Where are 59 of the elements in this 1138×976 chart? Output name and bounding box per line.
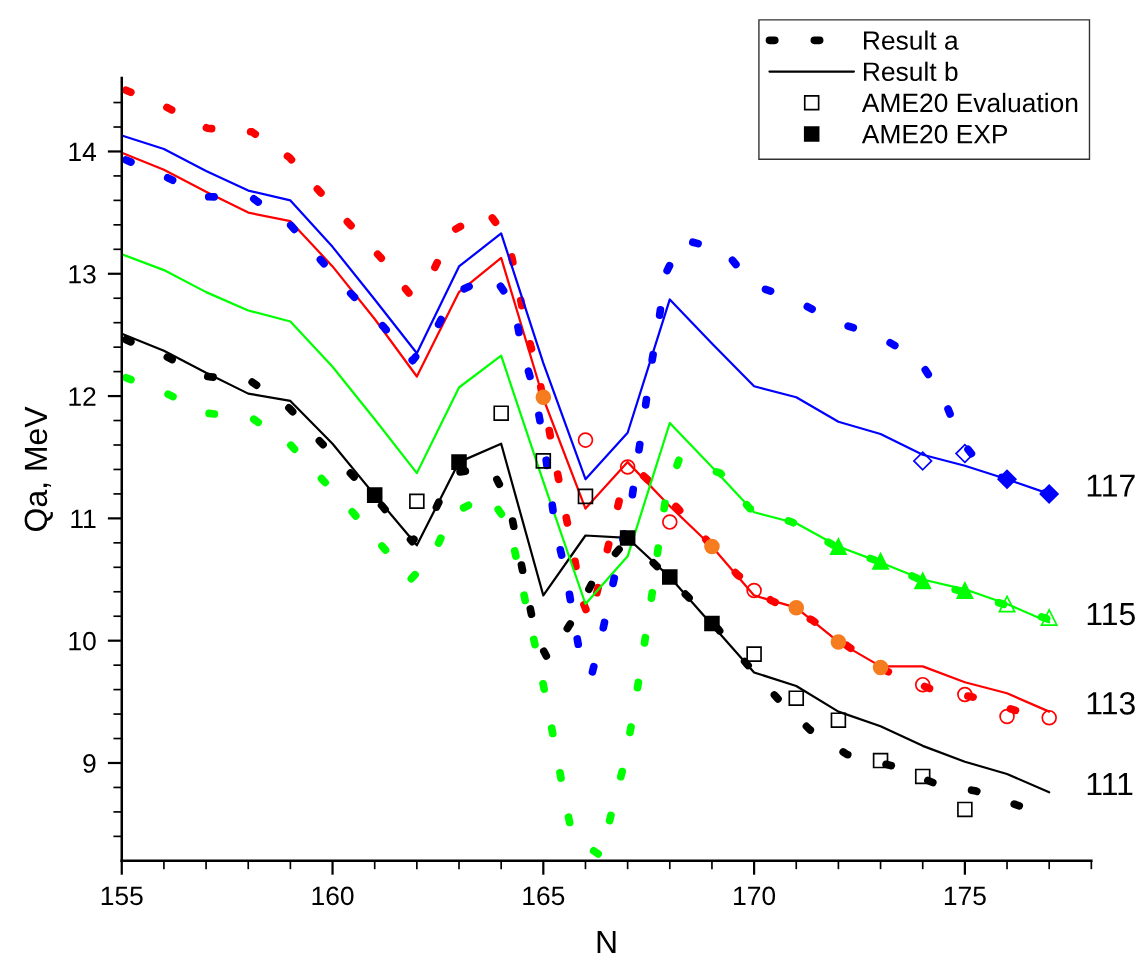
annotation: 115	[1087, 603, 1135, 626]
legend-label: AME20 Evaluation	[861, 92, 1078, 113]
point	[619, 459, 636, 475]
point	[914, 768, 931, 785]
point	[662, 514, 678, 530]
point	[535, 389, 552, 406]
y-tick-label: 12	[69, 387, 96, 406]
point	[914, 572, 932, 590]
point	[998, 595, 1016, 613]
point	[997, 469, 1017, 489]
point	[704, 615, 720, 632]
point	[577, 488, 594, 505]
point	[1040, 608, 1058, 626]
legend-label: Result a	[863, 30, 959, 50]
point	[451, 454, 467, 470]
x-tick-label: 160	[312, 886, 354, 906]
point	[830, 634, 847, 650]
x-tick-label: 165	[523, 886, 565, 906]
point	[619, 530, 636, 546]
point	[872, 752, 889, 769]
x-tick-label: 170	[734, 886, 776, 906]
point	[957, 686, 973, 703]
y-tick-label: 14	[69, 142, 96, 162]
point	[829, 538, 847, 555]
y-tick-label: 11	[71, 509, 96, 528]
x-tick-label: 155	[101, 886, 143, 906]
point	[788, 599, 805, 616]
legend-label: AME20 EXP	[861, 124, 1008, 144]
point	[999, 708, 1015, 725]
point	[1039, 484, 1059, 504]
point	[872, 659, 889, 676]
y-tick-label: 13	[69, 264, 96, 284]
x-tick-label: 175	[944, 886, 986, 906]
annotation: 113	[1087, 692, 1135, 715]
point	[366, 487, 383, 503]
point	[872, 552, 890, 570]
point	[577, 432, 594, 448]
y-axis-title: Qa, MeV	[24, 406, 53, 531]
y-tick-label: 10	[69, 631, 96, 651]
point	[914, 676, 931, 693]
x-axis-title: N	[597, 931, 616, 954]
point	[957, 801, 973, 818]
point	[662, 569, 678, 585]
legend-label: Result b	[863, 61, 958, 82]
point	[535, 453, 552, 469]
point	[493, 405, 509, 421]
y-tick-label: 9	[83, 754, 96, 773]
point	[1041, 709, 1057, 726]
annotation: 117	[1087, 474, 1135, 497]
point	[955, 443, 975, 464]
point	[913, 451, 933, 471]
point	[788, 690, 805, 706]
point	[704, 538, 720, 555]
point	[746, 582, 762, 599]
point	[409, 493, 425, 510]
point	[830, 712, 847, 728]
point	[956, 582, 974, 600]
annotation: 111	[1087, 773, 1133, 796]
point	[746, 646, 762, 662]
